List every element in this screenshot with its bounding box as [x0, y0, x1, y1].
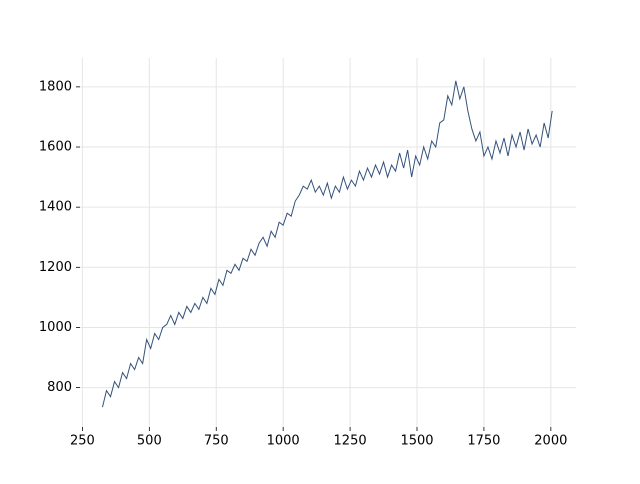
y-tick-label: 1000 [39, 320, 72, 335]
x-tick-label: 750 [204, 434, 229, 449]
line [101, 80, 553, 408]
x-tick-label: 250 [70, 434, 95, 449]
y-tick-label: 1400 [39, 200, 72, 215]
x-tick-label: 1750 [467, 434, 500, 449]
x-tick-label: 1500 [400, 434, 433, 449]
x-tick-label: 1000 [267, 434, 300, 449]
y-tick-label: 1200 [39, 260, 72, 275]
y-tick-label: 800 [47, 380, 72, 395]
y-tick-label: 1600 [39, 140, 72, 155]
x-tick-label: 2000 [534, 434, 567, 449]
x-tick-label: 1250 [334, 434, 367, 449]
y-tick-label: 1800 [39, 79, 72, 94]
x-tick-label: 500 [137, 434, 162, 449]
